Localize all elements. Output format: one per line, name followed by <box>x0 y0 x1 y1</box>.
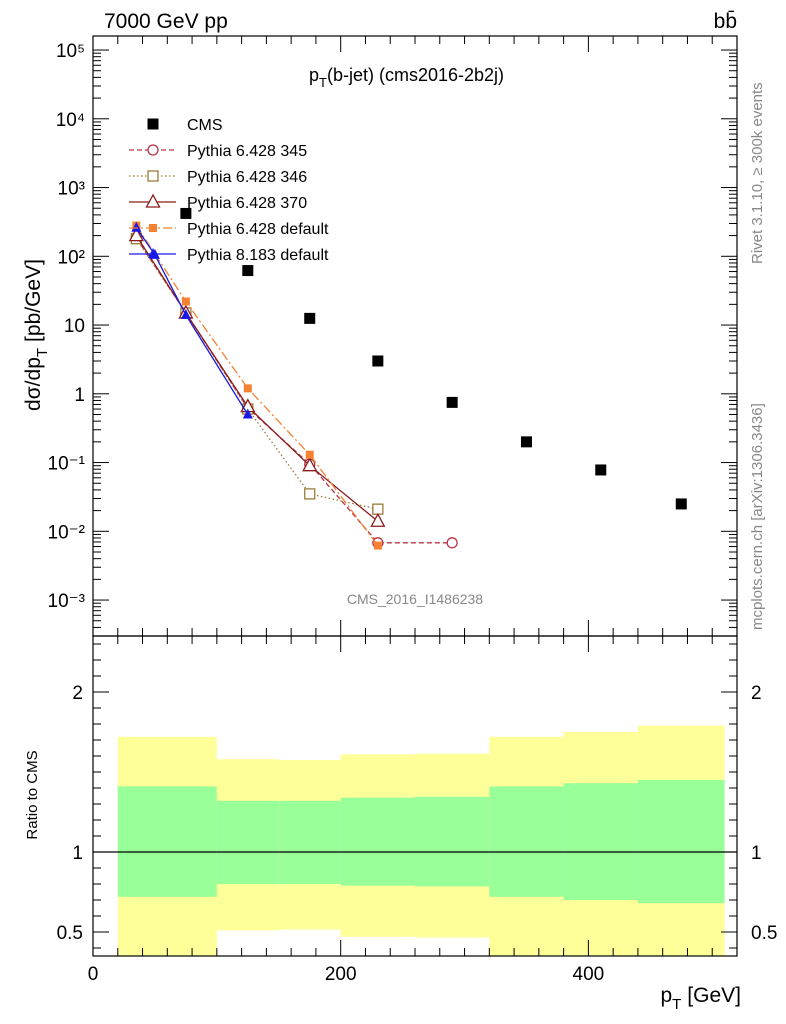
series-4-point-1 <box>181 297 190 306</box>
ratio-band-green-5 <box>489 786 564 897</box>
ratio-panel <box>93 725 737 956</box>
main-ytick-label-5: 10² <box>58 247 85 268</box>
main-ytick-label-7: 10⁴ <box>56 110 85 131</box>
main-ytick-label-0: 10⁻³ <box>48 591 86 612</box>
main-ylabel-unit: [pb/GeV] <box>22 259 45 342</box>
series-0-point-6 <box>595 464 607 476</box>
series-4-point-4 <box>373 541 382 550</box>
series-0-point-2 <box>304 312 316 324</box>
ratio-band-green-7 <box>637 780 725 904</box>
series-line-5 <box>135 227 249 415</box>
ratio-band-green-1 <box>216 800 279 884</box>
ratio-ytick-label-right-0: 0.5 <box>751 923 777 944</box>
legend-label-5: Pythia 8.183 default <box>187 247 329 264</box>
legend: CMS Pythia 6.428 345 Pythia 6.428 346 Pythi… <box>129 117 329 264</box>
series-4-point-2 <box>243 384 252 393</box>
series-line-3 <box>135 235 379 522</box>
legend-marker-4 <box>149 224 157 232</box>
series-0-point-5 <box>520 436 532 448</box>
main-panel <box>128 207 687 550</box>
series-4-point-3 <box>305 450 314 459</box>
series-1 <box>130 232 458 549</box>
legend-marker-3 <box>145 193 161 208</box>
legend-marker-2 <box>147 170 159 182</box>
ratio-ytick-label-right-1: 1 <box>751 843 762 864</box>
main-ytick-label-8: 10⁵ <box>56 41 85 62</box>
legend-label-0: CMS <box>187 117 223 134</box>
ratio-band-green-4 <box>415 796 490 887</box>
header-left: 7000 GeV pp <box>104 10 228 33</box>
series-0-point-4 <box>446 396 458 408</box>
series-line-1 <box>135 237 453 544</box>
series-0-point-1 <box>242 265 254 277</box>
ratio-ytick-label-right-2: 2 <box>751 683 762 704</box>
xtick-label-0: 0 <box>88 964 99 985</box>
series-5-point-0 <box>131 221 142 232</box>
series-2-point-4 <box>372 503 384 515</box>
main-ylabel-text: dσ/dp <box>22 357 45 411</box>
main-title-sub: T <box>319 75 327 90</box>
watermark: CMS_2016_I1486238 <box>347 591 483 607</box>
main-title-prefix: p <box>309 65 319 85</box>
legend-marker-0 <box>147 118 159 130</box>
series-3-point-3 <box>302 457 318 472</box>
header-right: bb̄ <box>714 10 737 33</box>
xaxis-label: pT [GeV] <box>660 984 741 1013</box>
mcplots-label: mcplots.cern.ch [arXiv:1306.3436] <box>749 403 766 630</box>
xaxis-label-sub: T <box>672 996 681 1013</box>
legend-label-1: Pythia 6.428 345 <box>187 143 307 160</box>
series-5-point-2 <box>180 308 191 319</box>
series-0-point-7 <box>675 498 687 510</box>
xtick-label-200: 200 <box>325 964 357 985</box>
xtick-label-400: 400 <box>573 964 605 985</box>
main-ytick-label-6: 10³ <box>58 179 85 200</box>
main-title: pT(b-jet) (cms2016-2b2j) <box>309 65 504 90</box>
series-line-2 <box>135 238 378 510</box>
ratio-band-green-3 <box>340 797 415 886</box>
series-line-4 <box>135 225 379 546</box>
rivet-label: Rivet 3.1.10, ≥ 300k events <box>749 82 766 264</box>
ratio-ytick-label-left-2: 2 <box>72 683 83 704</box>
series-0-point-3 <box>372 355 384 367</box>
xaxis-label-unit: [GeV] <box>687 984 741 1007</box>
series-4 <box>132 221 382 550</box>
series-3-point-4 <box>370 512 386 527</box>
xaxis-label-text: p <box>660 984 672 1007</box>
ratio-band-green-0 <box>117 786 217 897</box>
series-1-point-5 <box>446 537 458 549</box>
series-2-point-3 <box>304 488 316 500</box>
legend-marker-1 <box>147 144 159 156</box>
series-3-point-0 <box>128 227 144 242</box>
main-ylabel-sub: T <box>34 348 51 357</box>
ratio-band-green-6 <box>563 783 638 900</box>
legend-label-3: Pythia 6.428 370 <box>187 195 307 212</box>
ratio-ylabel: Ratio to CMS <box>24 750 41 839</box>
main-ytick-label-1: 10⁻² <box>48 522 86 543</box>
ratio-ytick-label-left-0: 0.5 <box>57 923 83 944</box>
series-0-point-0 <box>180 207 192 219</box>
main-ytick-label-2: 10⁻¹ <box>48 454 86 475</box>
main-ytick-label-3: 1 <box>74 385 85 406</box>
series-0 <box>180 207 687 510</box>
legend-label-2: Pythia 6.428 346 <box>187 169 307 186</box>
ratio-ytick-label-left-1: 1 <box>72 843 83 864</box>
main-ylabel: dσ/dpT [pb/GeV] <box>22 259 51 411</box>
main-title-text: (b-jet) (cms2016-2b2j) <box>327 65 504 85</box>
legend-marker-5 <box>148 248 158 258</box>
axes: 10⁻³ 10⁻² 10⁻¹ 1 10 10² 10³ 10⁴ 10⁵ 0.5 0.5 1 1 2 2 0 20… <box>48 35 777 985</box>
series-5-point-3 <box>242 408 253 419</box>
ratio-band-green-2 <box>278 800 341 884</box>
legend-label-4: Pythia 6.428 default <box>187 221 329 238</box>
main-ytick-label-4: 10 <box>64 316 85 337</box>
